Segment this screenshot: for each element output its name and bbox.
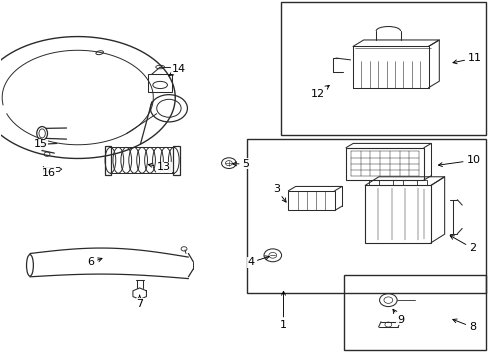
Bar — [148, 74, 172, 92]
Bar — [288, 191, 334, 211]
Bar — [392, 180, 402, 185]
Bar — [365, 185, 430, 243]
Text: 7: 7 — [136, 295, 143, 309]
Bar — [416, 180, 426, 185]
Text: 12: 12 — [310, 85, 328, 99]
Text: 9: 9 — [392, 309, 403, 325]
Text: 6: 6 — [87, 257, 102, 267]
Text: 8: 8 — [452, 319, 475, 332]
Text: 10: 10 — [438, 155, 479, 167]
Bar — [344, 275, 485, 350]
Text: 4: 4 — [246, 256, 268, 267]
Text: 11: 11 — [452, 53, 481, 64]
Text: 2: 2 — [449, 236, 475, 253]
Text: 14: 14 — [168, 64, 185, 76]
Bar — [281, 3, 485, 135]
Bar — [246, 139, 485, 293]
Text: 3: 3 — [272, 184, 285, 202]
Text: 16: 16 — [41, 168, 55, 178]
Text: 13: 13 — [148, 162, 171, 172]
Text: 1: 1 — [280, 291, 286, 330]
Bar — [368, 180, 378, 185]
Text: 15: 15 — [34, 139, 48, 149]
Text: 5: 5 — [232, 159, 249, 169]
Bar — [345, 148, 423, 180]
Bar — [172, 146, 179, 175]
Bar — [104, 146, 111, 175]
